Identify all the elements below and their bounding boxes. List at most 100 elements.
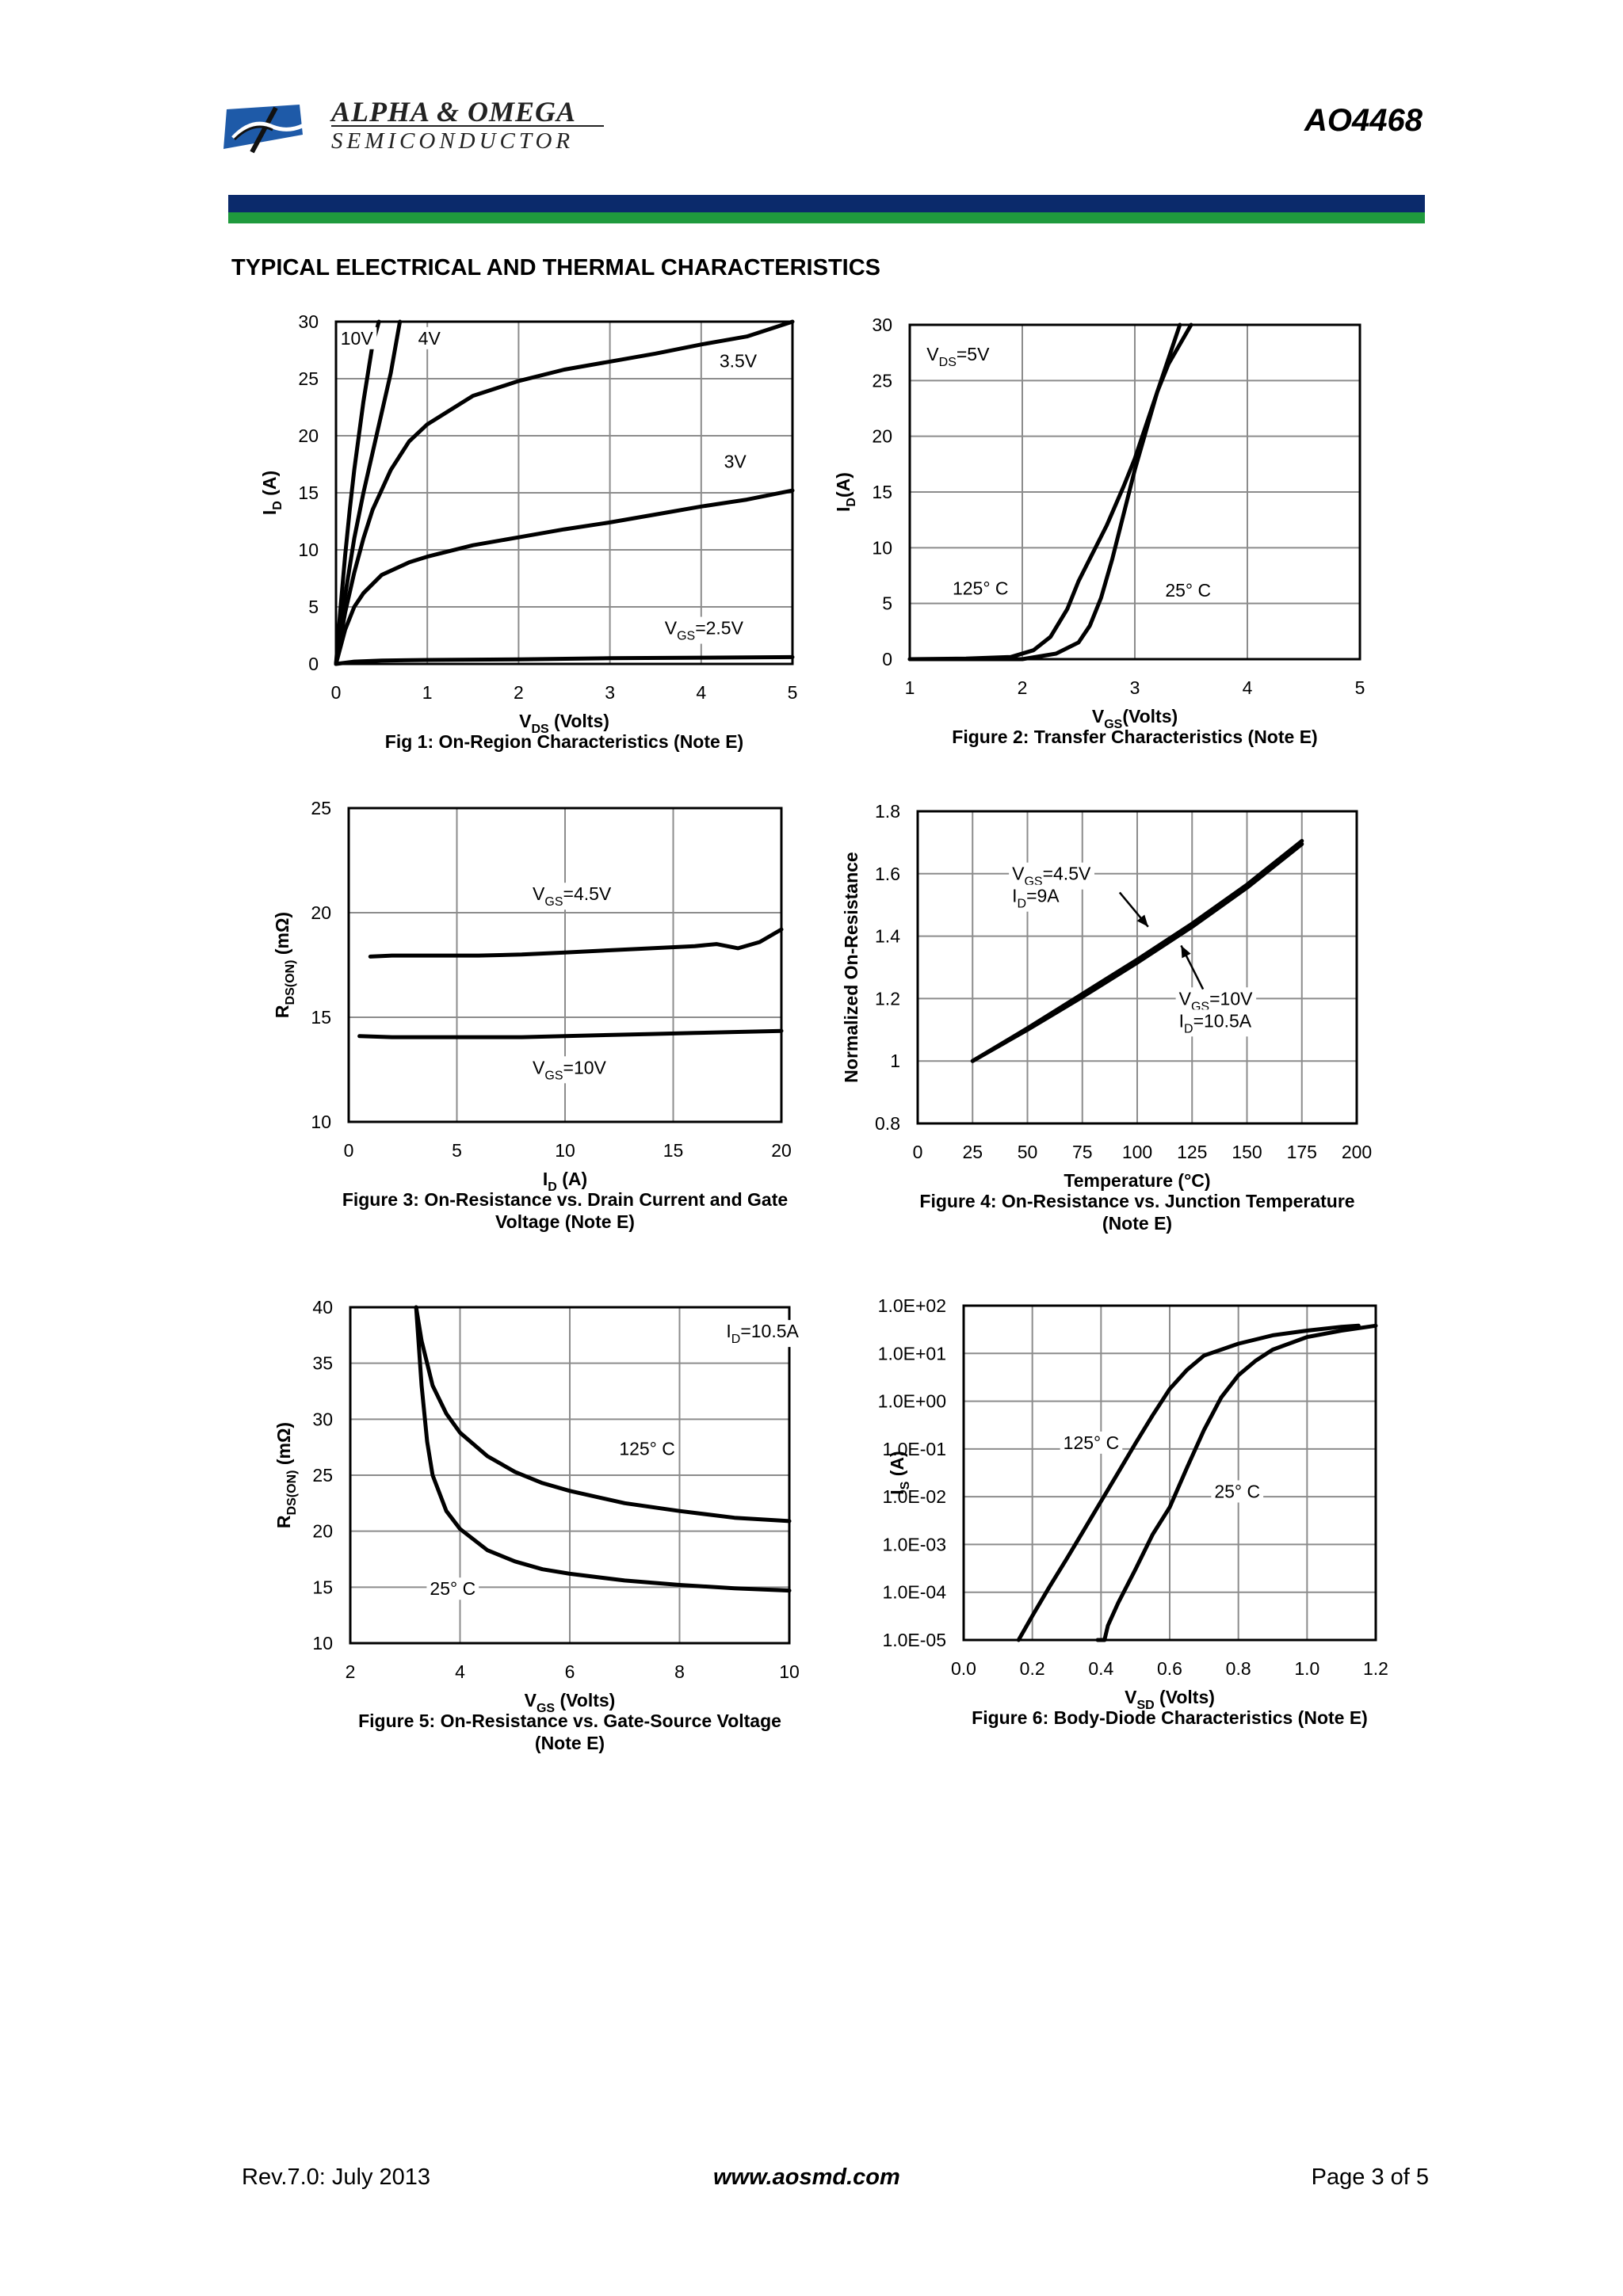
- x-tick-label: 10: [555, 1140, 575, 1161]
- y-tick-label: 1.0E-04: [882, 1582, 946, 1603]
- y-tick-label: 10: [298, 540, 319, 560]
- series-line: [334, 319, 403, 666]
- x-axis-label: VDS (Volts): [519, 711, 609, 736]
- x-tick-label: 2: [514, 682, 524, 703]
- series-line: [334, 319, 795, 666]
- y-tick-label: 1.0E-03: [882, 1534, 946, 1554]
- series-annotation: VGS=10V: [533, 1057, 606, 1082]
- y-tick-label: 20: [872, 426, 892, 447]
- x-tick-label: 75: [1072, 1142, 1093, 1162]
- x-tick-label: 150: [1232, 1142, 1262, 1162]
- plot-frame: [916, 810, 1358, 1125]
- x-tick-label: 125: [1177, 1142, 1207, 1162]
- series-line: [357, 1028, 784, 1039]
- x-tick-label: 1.2: [1363, 1658, 1388, 1679]
- annotation-background: [426, 1577, 479, 1600]
- y-axis-label: ID(A): [833, 472, 858, 512]
- annotation-background: [1162, 579, 1215, 602]
- series-line: [907, 322, 1193, 662]
- chart-fig2: 1 2 3 4 5 0 5 10 15 20 25 30 VDS=5V 125° C 25° C VGS(Vo…: [833, 315, 1365, 747]
- footer-revision: Rev.7.0: July 2013: [242, 2164, 431, 2190]
- y-tick-label: 35: [312, 1353, 333, 1374]
- y-tick-label: 1.0E-01: [882, 1439, 946, 1459]
- series-annotation: 4V: [418, 328, 441, 349]
- x-tick-label: 8: [674, 1661, 685, 1682]
- plot-frame: [334, 320, 794, 666]
- annotation-background: [949, 577, 1012, 600]
- annotation-background: [1009, 884, 1064, 912]
- y-tick-label: 20: [311, 902, 331, 923]
- x-tick-label: 0.0: [951, 1658, 976, 1679]
- footer-page-number: Page 3 of 5: [1311, 2164, 1429, 2190]
- x-tick-label: 5: [788, 682, 798, 703]
- x-axis-label: VGS (Volts): [525, 1690, 616, 1715]
- series-annotation: 125° C: [953, 578, 1009, 598]
- x-tick-label: 50: [1018, 1142, 1038, 1162]
- series-annotation: VGS=2.5V: [665, 618, 744, 643]
- series-annotation: ID=10.5A: [1179, 1010, 1252, 1035]
- x-tick-label: 0: [344, 1140, 354, 1161]
- figure-caption: Figure 2: Transfer Characteristics (Note…: [952, 727, 1317, 747]
- y-tick-label: 1.0E+00: [878, 1391, 946, 1412]
- x-tick-label: 25: [962, 1142, 983, 1162]
- y-tick-label: 15: [872, 482, 892, 502]
- annotation-background: [616, 1437, 678, 1460]
- annotation-background: [337, 326, 377, 349]
- x-tick-label: 0.6: [1157, 1658, 1182, 1679]
- x-tick-label: 5: [452, 1140, 462, 1161]
- footer-website[interactable]: www.aosmd.com: [713, 2164, 900, 2190]
- annotation-arrowhead: [1136, 914, 1148, 927]
- series-annotation: 25° C: [430, 1578, 475, 1599]
- annotation-background: [529, 1056, 610, 1084]
- alpha-omega-logo-icon: [220, 103, 319, 154]
- figure-caption: (Note E): [535, 1733, 605, 1753]
- x-tick-label: 4: [696, 682, 706, 703]
- y-tick-label: 25: [312, 1465, 333, 1486]
- series-annotation: 3.5V: [720, 351, 758, 372]
- annotation-background: [716, 349, 761, 372]
- series-annotation: 25° C: [1214, 1481, 1260, 1501]
- y-tick-label: 1.8: [875, 801, 900, 822]
- y-tick-label: 0: [882, 649, 892, 669]
- series-line: [1016, 1323, 1361, 1642]
- series-annotation: 125° C: [1064, 1432, 1120, 1453]
- series-line: [1095, 1323, 1378, 1642]
- annotation-background: [720, 450, 750, 473]
- company-subtitle: SEMICONDUCTOR: [331, 128, 575, 154]
- y-tick-label: 10: [312, 1633, 333, 1653]
- y-tick-label: 40: [312, 1297, 333, 1318]
- series-line: [414, 1305, 792, 1593]
- annotation-arrowhead: [1181, 945, 1191, 959]
- annotation-background: [1175, 1009, 1255, 1037]
- figure-caption: Figure 5: On-Resistance vs. Gate-Source …: [358, 1711, 781, 1731]
- y-tick-label: 10: [872, 537, 892, 558]
- chart-fig3: 0 5 10 15 20 10 15 20 25 VGS=4.5V VGS=10V ID (A) RDS…: [272, 798, 792, 1232]
- annotation-background: [661, 616, 747, 644]
- y-tick-label: 30: [312, 1409, 333, 1429]
- x-tick-label: 0: [331, 682, 342, 703]
- annotation-background: [923, 343, 994, 371]
- y-tick-label: 15: [298, 482, 319, 503]
- y-tick-label: 1.6: [875, 864, 900, 884]
- figure-caption: (Note E): [1102, 1213, 1172, 1234]
- plot-frame: [908, 323, 1361, 661]
- section-title: TYPICAL ELECTRICAL AND THERMAL CHARACTER…: [231, 255, 880, 280]
- x-tick-label: 2: [1018, 677, 1028, 698]
- chart-fig1: 0 1 2 3 4 5 0 5 10 15 20 25 30 10V 4V 3.5V 3V VGS=2.5V VDS…: [259, 311, 797, 752]
- y-tick-label: 5: [308, 597, 319, 617]
- chart-fig4: 0 25 50 75 100 125 150 175 2000.811.21.41.61.8VG…: [841, 801, 1372, 1234]
- figure-caption: Fig 1: On-Region Characteristics (Note E…: [385, 731, 743, 752]
- x-tick-label: 0: [913, 1142, 923, 1162]
- x-tick-label: 3: [605, 682, 615, 703]
- annotation-background: [414, 326, 445, 349]
- x-tick-label: 10: [779, 1661, 800, 1682]
- figure-caption: Voltage (Note E): [495, 1211, 635, 1232]
- y-axis-label: ID (A): [259, 471, 285, 515]
- annotation-background: [529, 883, 615, 910]
- series-annotation: ID=10.5A: [726, 1321, 799, 1346]
- x-axis-label: ID (A): [543, 1169, 587, 1194]
- y-tick-label: 20: [312, 1521, 333, 1542]
- y-tick-label: 5: [882, 593, 892, 614]
- y-tick-label: 25: [872, 370, 892, 391]
- x-tick-label: 0.2: [1020, 1658, 1045, 1679]
